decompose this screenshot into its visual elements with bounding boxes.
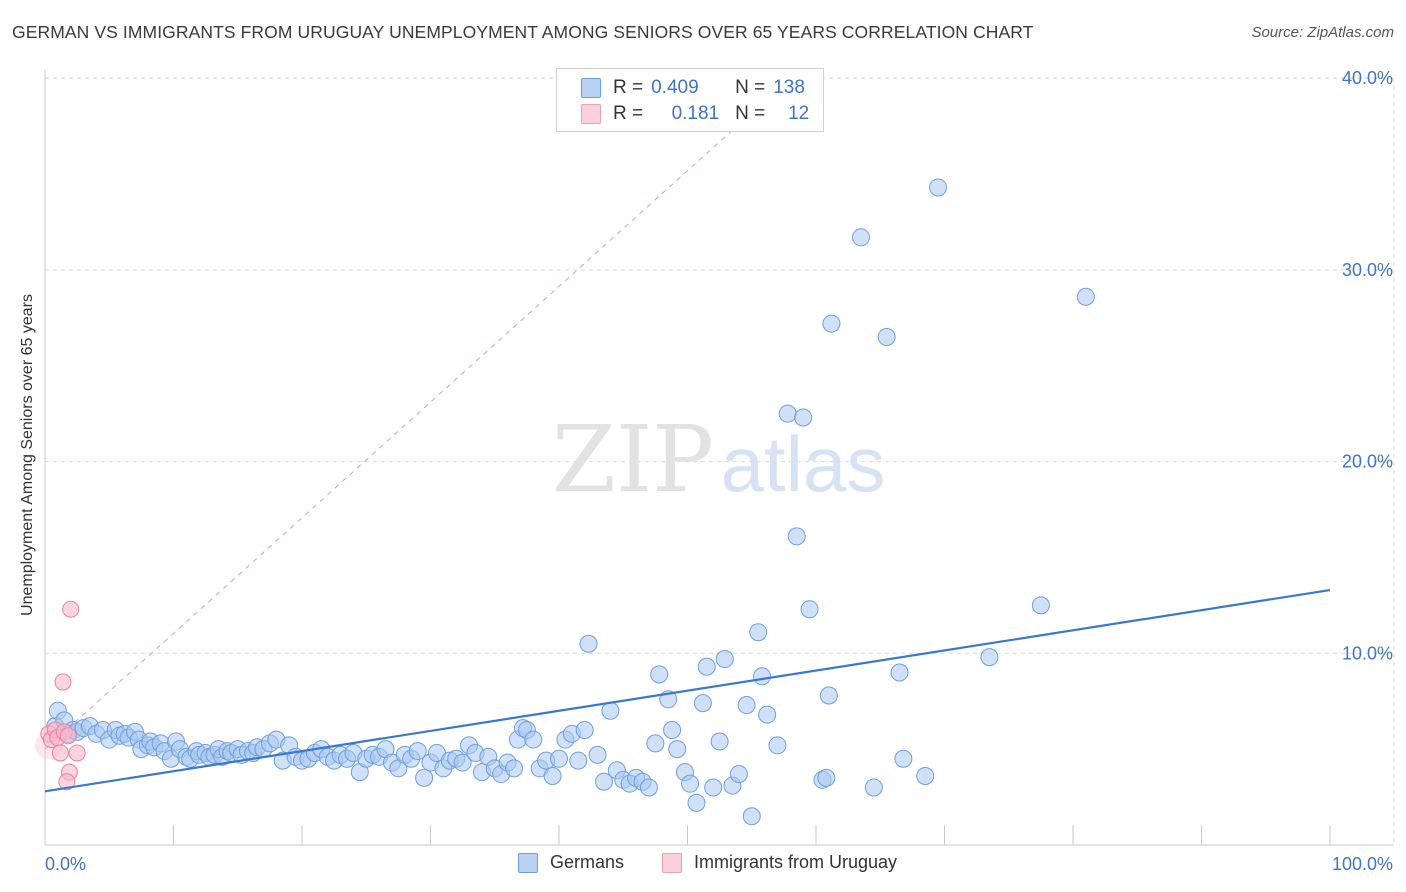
germans-point xyxy=(415,768,434,787)
legend-n-value: 12 xyxy=(788,103,810,124)
germans-point xyxy=(822,314,841,333)
gridlines xyxy=(45,77,1395,845)
legend-n-label: N = xyxy=(735,103,766,124)
uruguay-point xyxy=(68,744,86,762)
legend-r-label: R = xyxy=(613,103,644,124)
legend-r-label: R = xyxy=(613,77,644,98)
germans-point xyxy=(693,694,712,713)
legend-uruguay[interactable]: Immigrants from Uruguay xyxy=(662,852,897,873)
watermark-atlas: atlas xyxy=(721,420,886,508)
legend-germans-label: Germans xyxy=(550,852,625,872)
uruguay-points xyxy=(40,600,86,791)
tick-labels: 10.0% 20.0% 30.0% 40.0% 0.0% 100.0% xyxy=(45,68,1393,874)
germans-point xyxy=(851,228,870,247)
axes xyxy=(44,70,1394,846)
germans-point xyxy=(704,778,723,797)
legend-row-germans: R = 0.409 N = 138 xyxy=(581,76,805,100)
legend-r-value: 0.181 xyxy=(671,103,720,124)
y-tick-label: 10.0% xyxy=(1342,643,1393,663)
germans-point xyxy=(980,648,999,667)
watermark: ZIP atlas xyxy=(552,406,885,513)
germans-trend-line xyxy=(44,588,1331,793)
germans-point xyxy=(646,734,665,753)
chart-title: GERMAN VS IMMIGRANTS FROM URUGUAY UNEMPL… xyxy=(12,22,1034,42)
germans-point xyxy=(575,720,594,739)
y-tick-label: 30.0% xyxy=(1342,260,1393,280)
germans-point xyxy=(681,774,700,793)
legend-row-uruguay: R = 0.181 N = 12 xyxy=(581,102,809,126)
germans-point xyxy=(710,732,729,751)
watermark-zip: ZIP xyxy=(552,406,714,513)
germans-point xyxy=(877,327,896,346)
x-tick-label-min: 0.0% xyxy=(45,854,86,874)
source-label: Source: ZipAtlas.com xyxy=(1251,24,1394,41)
legend-r-value: 0.409 xyxy=(651,77,699,98)
legend-swatch-blue xyxy=(581,78,601,98)
legend-uruguay-swatch xyxy=(662,852,682,873)
legend-n-label: N = xyxy=(735,77,766,98)
germans-point xyxy=(663,720,682,739)
germans-point xyxy=(524,730,543,749)
germans-point xyxy=(794,408,813,427)
germans-point xyxy=(800,600,819,619)
germans-point xyxy=(668,740,687,759)
germans-point xyxy=(601,701,620,720)
germans-point xyxy=(753,667,772,686)
uruguay-point xyxy=(59,727,77,745)
germans-point xyxy=(1076,287,1095,306)
germans-point xyxy=(819,686,838,705)
germans-point xyxy=(408,742,427,761)
germans-point xyxy=(729,765,748,784)
germans-point xyxy=(569,751,588,770)
germans-point xyxy=(639,778,658,797)
y-tick-label: 20.0% xyxy=(1342,452,1393,472)
germans-point xyxy=(579,634,598,653)
uruguay-point xyxy=(51,744,69,762)
legend-germans[interactable]: Germans xyxy=(518,852,624,873)
germans-trend xyxy=(44,588,1331,793)
germans-point xyxy=(697,657,716,676)
germans-point xyxy=(890,663,909,682)
germans-point xyxy=(1031,596,1050,615)
legend-germans-swatch xyxy=(518,852,538,873)
germans-point xyxy=(550,749,568,768)
legend-swatch-pink xyxy=(581,104,601,124)
legend-n-value: 138 xyxy=(773,77,805,98)
germans-point xyxy=(778,404,797,423)
germans-point xyxy=(864,778,883,797)
series-legend: Germans Immigrants from Uruguay xyxy=(0,852,1406,878)
germans-point xyxy=(505,759,524,778)
stats-legend: R = 0.409 N = 138 R = 0.181 N = 12 xyxy=(556,68,824,132)
legend-uruguay-label: Immigrants from Uruguay xyxy=(694,852,898,872)
germans-point xyxy=(916,766,935,785)
x-tick-label-max: 100.0% xyxy=(1332,854,1393,874)
germans-point xyxy=(687,793,706,812)
germans-point xyxy=(715,650,734,669)
germans-point xyxy=(737,696,756,715)
uruguay-point xyxy=(62,600,80,618)
germans-point xyxy=(787,527,806,546)
germans-point xyxy=(817,768,836,787)
germans-point xyxy=(650,665,669,684)
germans-point xyxy=(543,766,562,785)
germans-point xyxy=(453,753,472,772)
germans-point xyxy=(742,807,761,826)
uruguay-trend-line xyxy=(44,77,791,750)
y-tick-label: 40.0% xyxy=(1342,68,1393,88)
germans-point xyxy=(929,178,948,197)
germans-point xyxy=(758,705,777,724)
germans-point xyxy=(594,772,613,791)
uruguay-point xyxy=(54,673,72,691)
germans-point xyxy=(749,623,768,642)
germans-point xyxy=(894,749,913,768)
germans-point xyxy=(768,736,787,755)
uruguay-point xyxy=(58,773,76,791)
germans-point xyxy=(588,745,607,764)
